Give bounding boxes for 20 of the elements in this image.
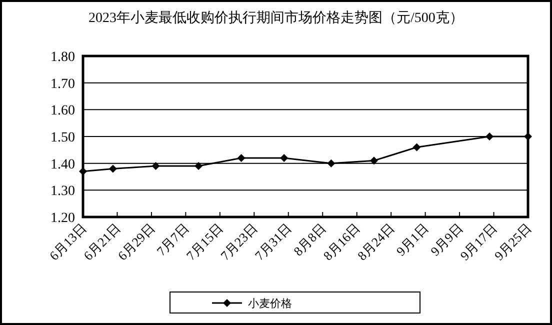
- legend-label: 小麦价格: [248, 297, 292, 310]
- point: [327, 159, 336, 168]
- point: [108, 164, 117, 173]
- y-tick-label: 1.50: [50, 130, 75, 146]
- y-tick-label: 1.30: [50, 184, 75, 200]
- point: [412, 143, 421, 152]
- point: [237, 154, 246, 162]
- y-tick-label: 1.40: [50, 157, 75, 172]
- y-tick-label: 1.20: [50, 211, 75, 226]
- point: [280, 154, 288, 162]
- y-tick-label: 1.70: [50, 76, 75, 92]
- point: [524, 132, 532, 140]
- point: [485, 132, 494, 140]
- point: [152, 162, 160, 170]
- chart-title: 2023年小麦最低收购价执行期间市场价格走势图（元/500克）: [88, 10, 464, 26]
- y-tick-label: 1.80: [50, 50, 75, 65]
- point: [370, 156, 378, 165]
- point: [194, 162, 203, 170]
- x-tick-label: 9月1日: [393, 220, 432, 259]
- y-tick-label: 1.60: [50, 104, 75, 119]
